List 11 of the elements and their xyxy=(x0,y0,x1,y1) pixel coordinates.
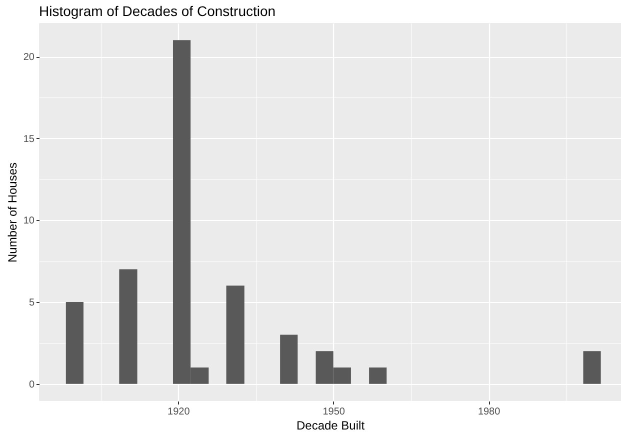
y-tick-label: 15 xyxy=(23,134,35,145)
y-axis-title: Number of Houses xyxy=(5,162,20,263)
y-tick-label: 0 xyxy=(28,379,35,390)
y-tick-label: 10 xyxy=(23,216,35,227)
x-axis-title: Decade Built xyxy=(296,418,366,432)
chart-title: Histogram of Decades of Construction xyxy=(39,3,276,19)
x-tick-label: 1950 xyxy=(322,406,346,418)
y-tick-label: 5 xyxy=(28,298,35,308)
y-tick-label: 20 xyxy=(23,52,35,64)
x-tick-label: 1980 xyxy=(478,406,501,418)
x-tick-label: 1920 xyxy=(168,406,190,418)
